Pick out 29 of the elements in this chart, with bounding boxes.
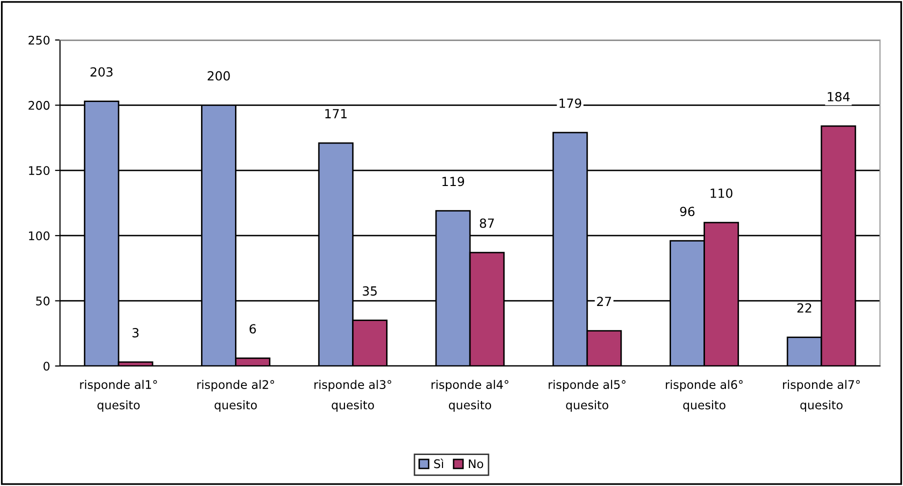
- x-tick-label: risponde al6° quesito: [666, 380, 743, 412]
- data-label: 179: [560, 98, 582, 108]
- y-tick-label: 250: [28, 36, 50, 45]
- data-label: 119: [442, 176, 464, 186]
- y-tick-label: 200: [28, 100, 50, 110]
- y-tick-label: 100: [29, 231, 50, 240]
- data-label: 3: [132, 328, 139, 338]
- x-tick-label: risponde al2° quesito: [197, 380, 274, 412]
- data-label: 200: [208, 71, 230, 81]
- y-tick-label: 0: [44, 362, 50, 371]
- data-label: 96: [680, 206, 694, 216]
- y-tick-label: 150: [29, 166, 50, 176]
- data-label: 110: [710, 188, 732, 198]
- x-tick-label: risponde al3° quesito: [314, 380, 392, 412]
- legend-label: Sì: [434, 458, 444, 468]
- data-label: 184: [828, 92, 850, 102]
- data-label: 87: [480, 218, 494, 228]
- data-label: 22: [797, 303, 812, 312]
- data-label: 27: [597, 296, 612, 306]
- x-tick-label: risponde al7° quesito: [783, 380, 860, 412]
- data-label: 6: [250, 324, 256, 334]
- x-tick-label: risponde al4° quesito: [432, 380, 508, 412]
- legend-label: No: [468, 459, 484, 468]
- y-tick-label: 50: [36, 296, 50, 306]
- data-label: 203: [90, 67, 113, 77]
- x-tick-label: risponde al1° quesito: [80, 380, 157, 412]
- x-tick-label: risponde al5° quesito: [548, 380, 626, 412]
- data-label: 171: [325, 109, 347, 118]
- data-label: 35: [362, 286, 377, 296]
